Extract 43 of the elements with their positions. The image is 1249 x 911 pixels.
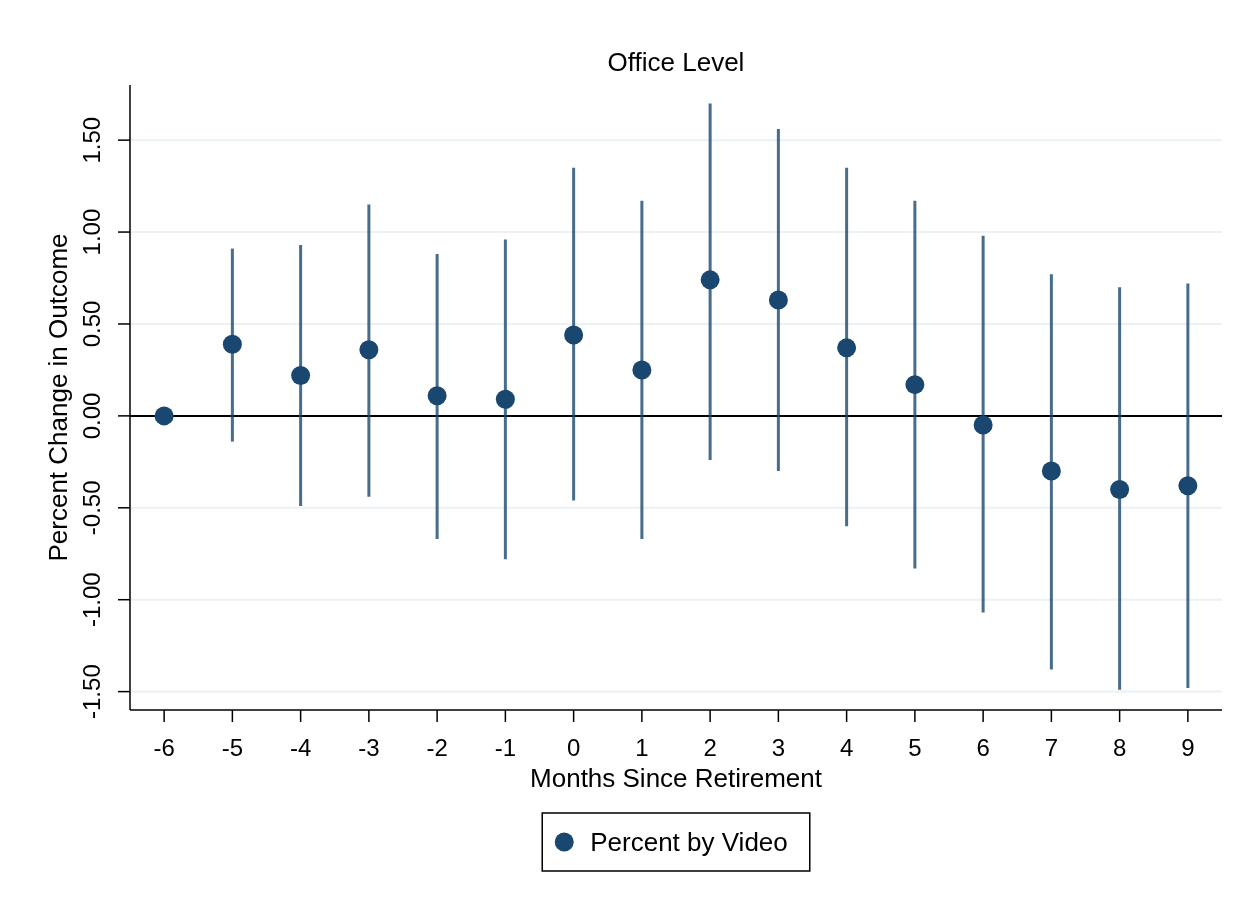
point bbox=[154, 406, 174, 426]
point bbox=[427, 386, 447, 406]
point bbox=[359, 340, 379, 360]
x-tick-label: 1 bbox=[635, 734, 649, 762]
x-tick-label: -3 bbox=[358, 734, 380, 762]
legend-label: Percent by Video bbox=[590, 827, 788, 858]
point bbox=[222, 334, 242, 354]
x-tick-label: -2 bbox=[426, 734, 448, 762]
x-tick-label: 3 bbox=[771, 734, 786, 762]
x-tick-label: 7 bbox=[1044, 734, 1059, 762]
x-tick-label: 2 bbox=[703, 734, 717, 762]
point bbox=[564, 325, 584, 345]
y-tick-label: 1.50 bbox=[78, 116, 106, 164]
y-tick-label: 0.00 bbox=[78, 392, 106, 440]
y-tick-label: -1.50 bbox=[78, 664, 106, 719]
y-axis-title: Percent Change in Outcome bbox=[43, 233, 74, 562]
point bbox=[291, 365, 311, 385]
point bbox=[1041, 461, 1061, 481]
y-tick-label: 0.50 bbox=[78, 300, 106, 348]
point bbox=[973, 415, 993, 435]
x-tick-label: 4 bbox=[839, 734, 854, 762]
x-axis-title: Months Since Retirement bbox=[530, 763, 823, 794]
x-tick-label: -1 bbox=[494, 734, 517, 762]
point bbox=[905, 375, 925, 395]
chart-title: Office Level bbox=[607, 47, 745, 78]
y-tick-label: -0.50 bbox=[78, 480, 106, 536]
y-tick-label: -1.00 bbox=[78, 572, 106, 628]
point bbox=[495, 389, 515, 409]
point bbox=[837, 338, 857, 358]
x-tick-label: 0 bbox=[566, 734, 581, 762]
point bbox=[1178, 476, 1198, 496]
y-tick-label: 1.00 bbox=[78, 208, 106, 256]
x-tick-label: -6 bbox=[153, 734, 175, 762]
x-tick-label: 6 bbox=[976, 734, 990, 762]
x-tick-label: -5 bbox=[221, 734, 244, 762]
x-tick-label: 8 bbox=[1112, 734, 1127, 762]
point bbox=[632, 360, 652, 380]
x-tick-label: -4 bbox=[289, 734, 312, 762]
point bbox=[768, 290, 788, 310]
x-tick-label: 9 bbox=[1181, 734, 1195, 762]
x-tick-label: 5 bbox=[908, 734, 922, 762]
point bbox=[700, 270, 720, 290]
point bbox=[1110, 479, 1130, 499]
